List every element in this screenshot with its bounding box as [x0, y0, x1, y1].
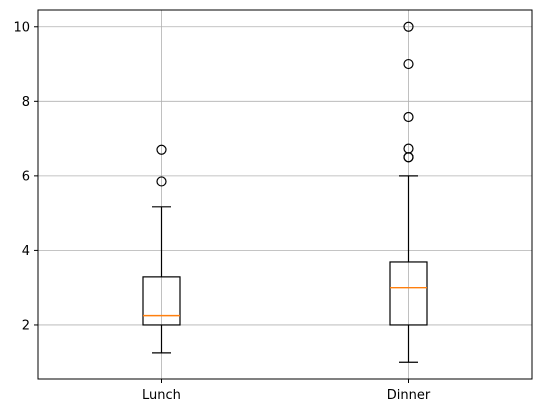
boxes — [142, 21, 428, 363]
dinner-iqr-box — [389, 261, 428, 326]
y-tick-label: 6 — [22, 169, 30, 184]
lunch-iqr-box — [142, 276, 181, 326]
axis-ticks: 2 4 6 8 10 Lunch Dinner — [13, 20, 430, 403]
x-tick-label: Lunch — [142, 388, 181, 403]
y-tick-label: 4 — [22, 244, 30, 259]
plot-area-frame — [37, 9, 533, 380]
dinner-outlier-point — [403, 21, 414, 32]
lunch-outlier-point — [156, 176, 167, 187]
lunch-outlier-point — [156, 144, 167, 155]
y-tick-label: 2 — [22, 318, 30, 333]
y-tick-label: 8 — [22, 95, 30, 110]
grid-lines — [38, 10, 532, 379]
x-tick-label: Dinner — [387, 388, 431, 403]
dinner-outlier-point — [403, 143, 414, 154]
y-tick-label: 10 — [13, 20, 30, 35]
dinner-outlier-point — [403, 58, 414, 70]
dinner-outlier-point — [403, 111, 414, 123]
